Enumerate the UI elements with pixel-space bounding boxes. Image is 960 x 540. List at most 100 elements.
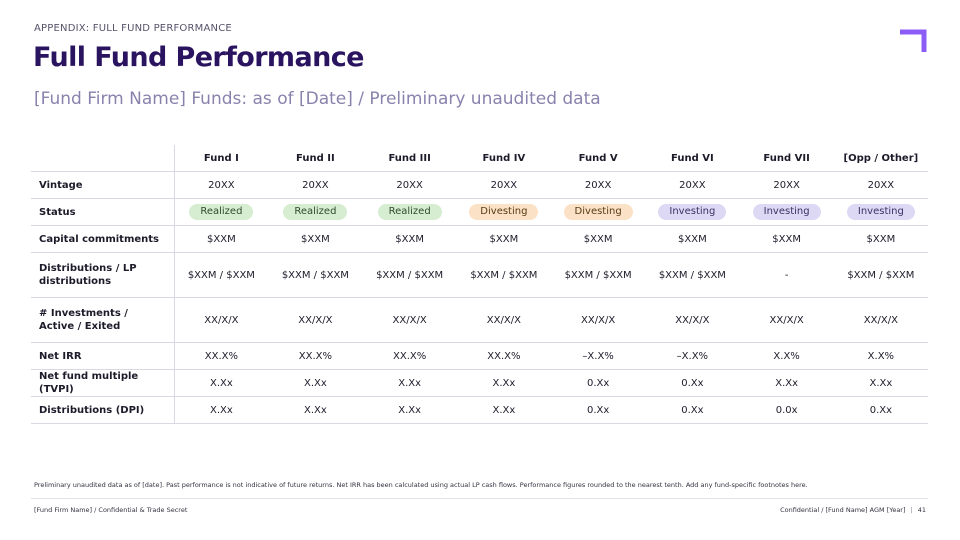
table-cell: 20XX — [268, 171, 363, 199]
table-cell: Investing — [833, 198, 928, 226]
table-cell: XX/X/X — [362, 297, 457, 343]
footnote: Preliminary unaudited data as of [date].… — [34, 481, 808, 489]
table-cell: 20XX — [739, 171, 834, 199]
table-row: Status Realized Realized Realized Divest… — [31, 198, 928, 226]
table-cell: 20XX — [833, 171, 928, 199]
status-badge: Investing — [846, 204, 915, 220]
table-cell: XX/X/X — [645, 297, 740, 343]
table-row: Net fund multiple (TVPI) X.Xx X.Xx X.Xx … — [31, 369, 928, 397]
table-cell: X.Xx — [174, 396, 269, 424]
column-header: Fund IV — [482, 152, 526, 164]
row-label: Net fund multiple (TVPI) — [31, 369, 175, 397]
table-cell: X.Xx — [362, 369, 457, 397]
table-cell: $XXM — [833, 225, 928, 253]
table-row: Capital commitments $XXM $XXM $XXM $XXM … — [31, 225, 928, 253]
table-cell: XX.X% — [362, 342, 457, 370]
table-cell: 20XX — [551, 171, 646, 199]
table-row: Distributions / LP distributions $XXM / … — [31, 252, 928, 298]
table-cell: $XXM — [551, 225, 646, 253]
footer-confidential-right: Confidential / [Fund Name] AGM [Year] — [780, 506, 906, 514]
table-cell: XX/X/X — [174, 297, 269, 343]
table-header-corner — [31, 145, 175, 172]
table-cell: $XXM / $XXM — [362, 252, 457, 298]
table-cell: 0.Xx — [551, 396, 646, 424]
table-cell: XX.X% — [268, 342, 363, 370]
table-cell: $XXM — [268, 225, 363, 253]
table-cell: XX/X/X — [833, 297, 928, 343]
row-label: # Investments / Active / Exited — [31, 297, 175, 343]
table-cell: $XXM / $XXM — [833, 252, 928, 298]
table-cell: $XXM / $XXM — [645, 252, 740, 298]
row-label: Vintage — [31, 171, 175, 199]
row-label: Capital commitments — [31, 225, 175, 253]
table-cell: 0.Xx — [833, 396, 928, 424]
table-cell: $XXM — [456, 225, 551, 253]
table-cell: Realized — [174, 198, 269, 226]
table-cell: XX/X/X — [456, 297, 551, 343]
table-cell: $XXM / $XXM — [456, 252, 551, 298]
page-subtitle: [Fund Firm Name] Funds: as of [Date] / P… — [34, 89, 601, 109]
footer-divider — [31, 498, 928, 499]
table-cell: Investing — [645, 198, 740, 226]
row-label: Net IRR — [31, 342, 175, 370]
table-cell: $XXM / $XXM — [268, 252, 363, 298]
column-header: [Opp / Other] — [843, 152, 919, 164]
status-badge: Investing — [658, 204, 727, 220]
eyebrow-label: APPENDIX: FULL FUND PERFORMANCE — [34, 23, 232, 34]
table-cell: X.Xx — [174, 369, 269, 397]
row-label: Status — [31, 198, 175, 226]
table-cell: XX/X/X — [551, 297, 646, 343]
table-cell: XX.X% — [174, 342, 269, 370]
table-cell: X.X% — [739, 342, 834, 370]
table-cell: 0.0x — [739, 396, 834, 424]
page-number: 41 — [917, 506, 926, 514]
table-cell: $XXM / $XXM — [174, 252, 269, 298]
column-header: Fund VII — [763, 152, 810, 164]
table-cell: 20XX — [362, 171, 457, 199]
status-badge: Investing — [752, 204, 821, 220]
table-cell: Realized — [268, 198, 363, 226]
status-badge: Realized — [189, 204, 254, 220]
fund-performance-table: Fund I Fund II Fund III Fund IV Fund V F… — [31, 145, 928, 424]
table-cell: X.Xx — [268, 369, 363, 397]
table-cell: Realized — [362, 198, 457, 226]
table-cell: XX.X% — [456, 342, 551, 370]
table-header-row: Fund I Fund II Fund III Fund IV Fund V F… — [31, 145, 928, 172]
column-header: Fund V — [578, 152, 618, 164]
table-cell: X.X% — [833, 342, 928, 370]
table-cell: Investing — [739, 198, 834, 226]
footer-separator: | — [910, 506, 913, 514]
table-cell: $XXM — [739, 225, 834, 253]
page-title: Full Fund Performance — [33, 42, 364, 73]
row-label: Distributions (DPI) — [31, 396, 175, 424]
status-badge: Realized — [283, 204, 348, 220]
table-row: # Investments / Active / Exited XX/X/X X… — [31, 297, 928, 343]
table-cell: –X.X% — [551, 342, 646, 370]
table-cell: X.Xx — [362, 396, 457, 424]
table-cell: 20XX — [456, 171, 551, 199]
table-cell: 0.Xx — [551, 369, 646, 397]
table-cell: XX/X/X — [268, 297, 363, 343]
table-cell: 20XX — [645, 171, 740, 199]
table-row: Net IRR XX.X% XX.X% XX.X% XX.X% –X.X% –X… — [31, 342, 928, 370]
table-cell: XX/X/X — [739, 297, 834, 343]
table-row: Distributions (DPI) X.Xx X.Xx X.Xx X.Xx … — [31, 396, 928, 424]
table-cell: $XXM — [645, 225, 740, 253]
table-cell: X.Xx — [268, 396, 363, 424]
status-badge: Divesting — [563, 204, 633, 220]
table-cell: X.Xx — [833, 369, 928, 397]
table-cell: 20XX — [174, 171, 269, 199]
column-header: Fund II — [296, 152, 335, 164]
column-header: Fund VI — [671, 152, 714, 164]
table-cell: 0.Xx — [645, 396, 740, 424]
table-cell: 0.Xx — [645, 369, 740, 397]
row-label: Distributions / LP distributions — [31, 252, 175, 298]
table-cell: $XXM — [174, 225, 269, 253]
table-cell: $XXM — [362, 225, 457, 253]
footer-right: Confidential / [Fund Name] AGM [Year] | 41 — [780, 506, 926, 514]
table-cell: X.Xx — [739, 369, 834, 397]
table-cell: $XXM / $XXM — [551, 252, 646, 298]
status-badge: Divesting — [469, 204, 539, 220]
footer-confidential-left: [Fund Firm Name] / Confidential & Trade … — [34, 506, 188, 514]
table-cell: Divesting — [456, 198, 551, 226]
